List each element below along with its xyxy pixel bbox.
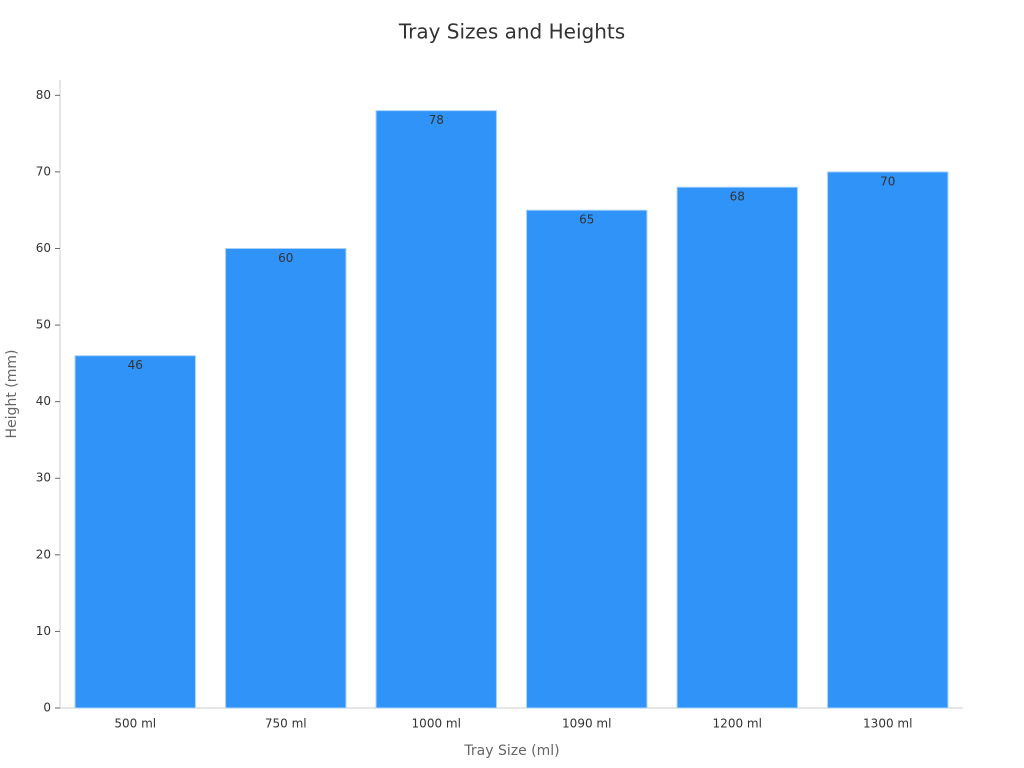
- y-tick-label: 10: [36, 624, 51, 638]
- y-tick-label: 0: [43, 701, 51, 715]
- x-tick-label: 500 ml: [114, 717, 156, 731]
- data-label: 46: [128, 358, 143, 372]
- bar: [74, 355, 196, 709]
- bar: [827, 171, 949, 709]
- y-tick-label: 80: [36, 88, 51, 102]
- x-tick-label: 1300 ml: [863, 717, 912, 731]
- x-tick-label: 1200 ml: [713, 717, 762, 731]
- bar: [676, 186, 798, 709]
- bar: [225, 247, 347, 709]
- x-axis-label: Tray Size (ml): [463, 743, 559, 759]
- data-label: 78: [429, 113, 444, 127]
- x-tick-label: 1000 ml: [412, 717, 461, 731]
- data-label: 60: [278, 251, 293, 265]
- x-tick-label: 1090 ml: [562, 717, 611, 731]
- y-tick-label: 20: [36, 547, 51, 561]
- data-label: 68: [730, 190, 745, 204]
- y-axis-label: Height (mm): [4, 350, 20, 439]
- data-label: 65: [579, 213, 594, 227]
- bar: [526, 209, 648, 709]
- y-tick-label: 40: [36, 394, 51, 408]
- bar: [375, 110, 497, 709]
- y-tick-label: 50: [36, 318, 51, 332]
- chart-title: Tray Sizes and Heights: [398, 20, 625, 44]
- y-tick-label: 30: [36, 471, 51, 485]
- y-tick-label: 60: [36, 241, 51, 255]
- y-tick-label: 70: [36, 164, 51, 178]
- x-tick-label: 750 ml: [265, 717, 307, 731]
- data-label: 70: [880, 174, 895, 188]
